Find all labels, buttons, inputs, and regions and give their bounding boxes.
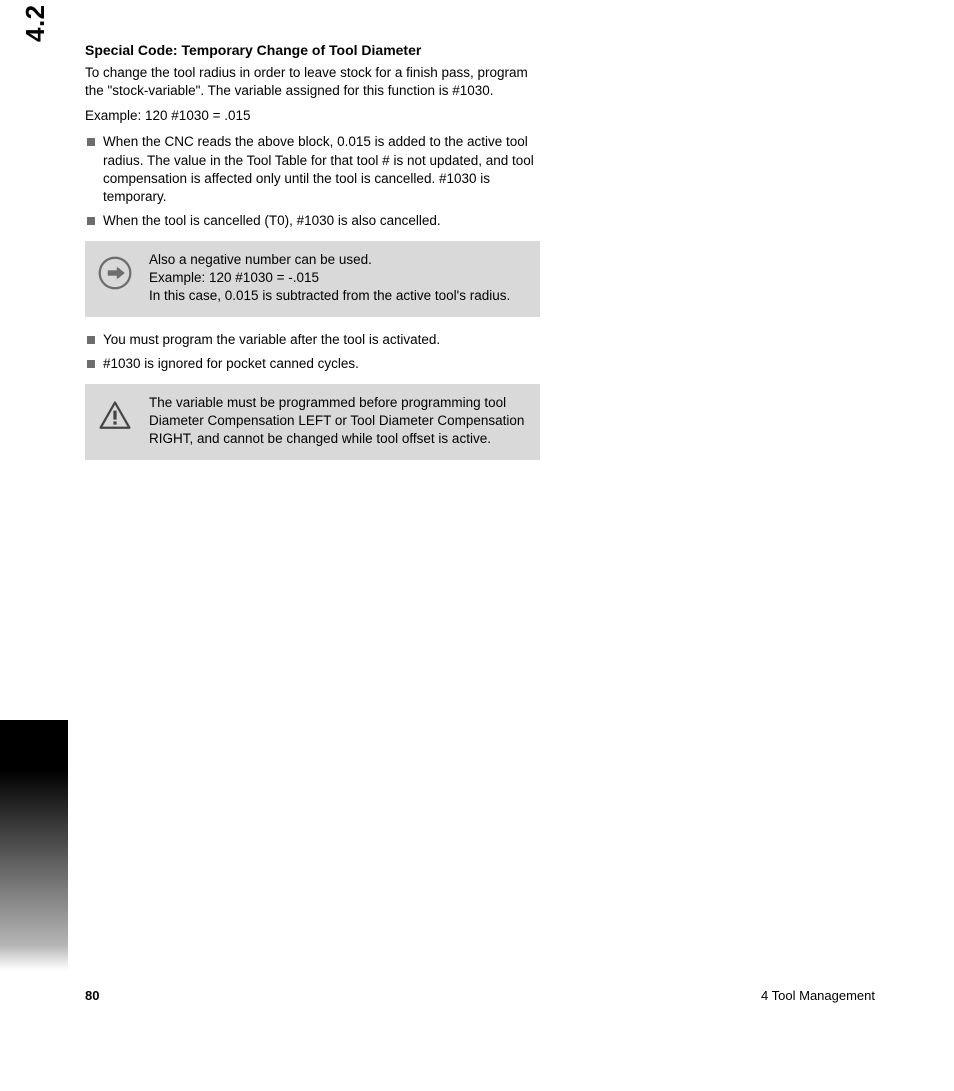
- page-edge-gradient: [0, 720, 68, 970]
- bullet-list-1: When the CNC reads the above block, 0.01…: [85, 133, 875, 230]
- note-line: Example: 120 #1030 = -.015: [149, 269, 510, 287]
- list-item: When the CNC reads the above block, 0.01…: [85, 133, 545, 206]
- tip-note-text: Also a negative number can be used. Exam…: [149, 251, 510, 306]
- subsection-heading: Special Code: Temporary Change of Tool D…: [85, 42, 875, 58]
- example-line: Example: 120 #1030 = .015: [85, 108, 875, 123]
- section-tab: 4.2 Tool Data: [20, 0, 51, 42]
- list-item: When the tool is cancelled (T0), #1030 i…: [85, 212, 545, 230]
- intro-paragraph: To change the tool radius in order to le…: [85, 64, 535, 100]
- list-item: You must program the variable after the …: [85, 331, 545, 349]
- list-item: #1030 is ignored for pocket canned cycle…: [85, 355, 545, 373]
- main-content: Special Code: Temporary Change of Tool D…: [85, 42, 875, 474]
- note-line: Also a negative number can be used.: [149, 251, 510, 269]
- page-footer: 80 4 Tool Management: [85, 988, 875, 1003]
- caution-note-text: The variable must be programmed before p…: [149, 394, 526, 449]
- arrow-circle-icon: [95, 253, 135, 293]
- tip-note-box: Also a negative number can be used. Exam…: [85, 241, 540, 318]
- bullet-list-2: You must program the variable after the …: [85, 331, 875, 373]
- page-number: 80: [85, 988, 99, 1003]
- chapter-label: 4 Tool Management: [761, 988, 875, 1003]
- note-line: In this case, 0.015 is subtracted from t…: [149, 287, 510, 305]
- caution-triangle-icon: [95, 396, 135, 436]
- caution-note-box: The variable must be programmed before p…: [85, 384, 540, 461]
